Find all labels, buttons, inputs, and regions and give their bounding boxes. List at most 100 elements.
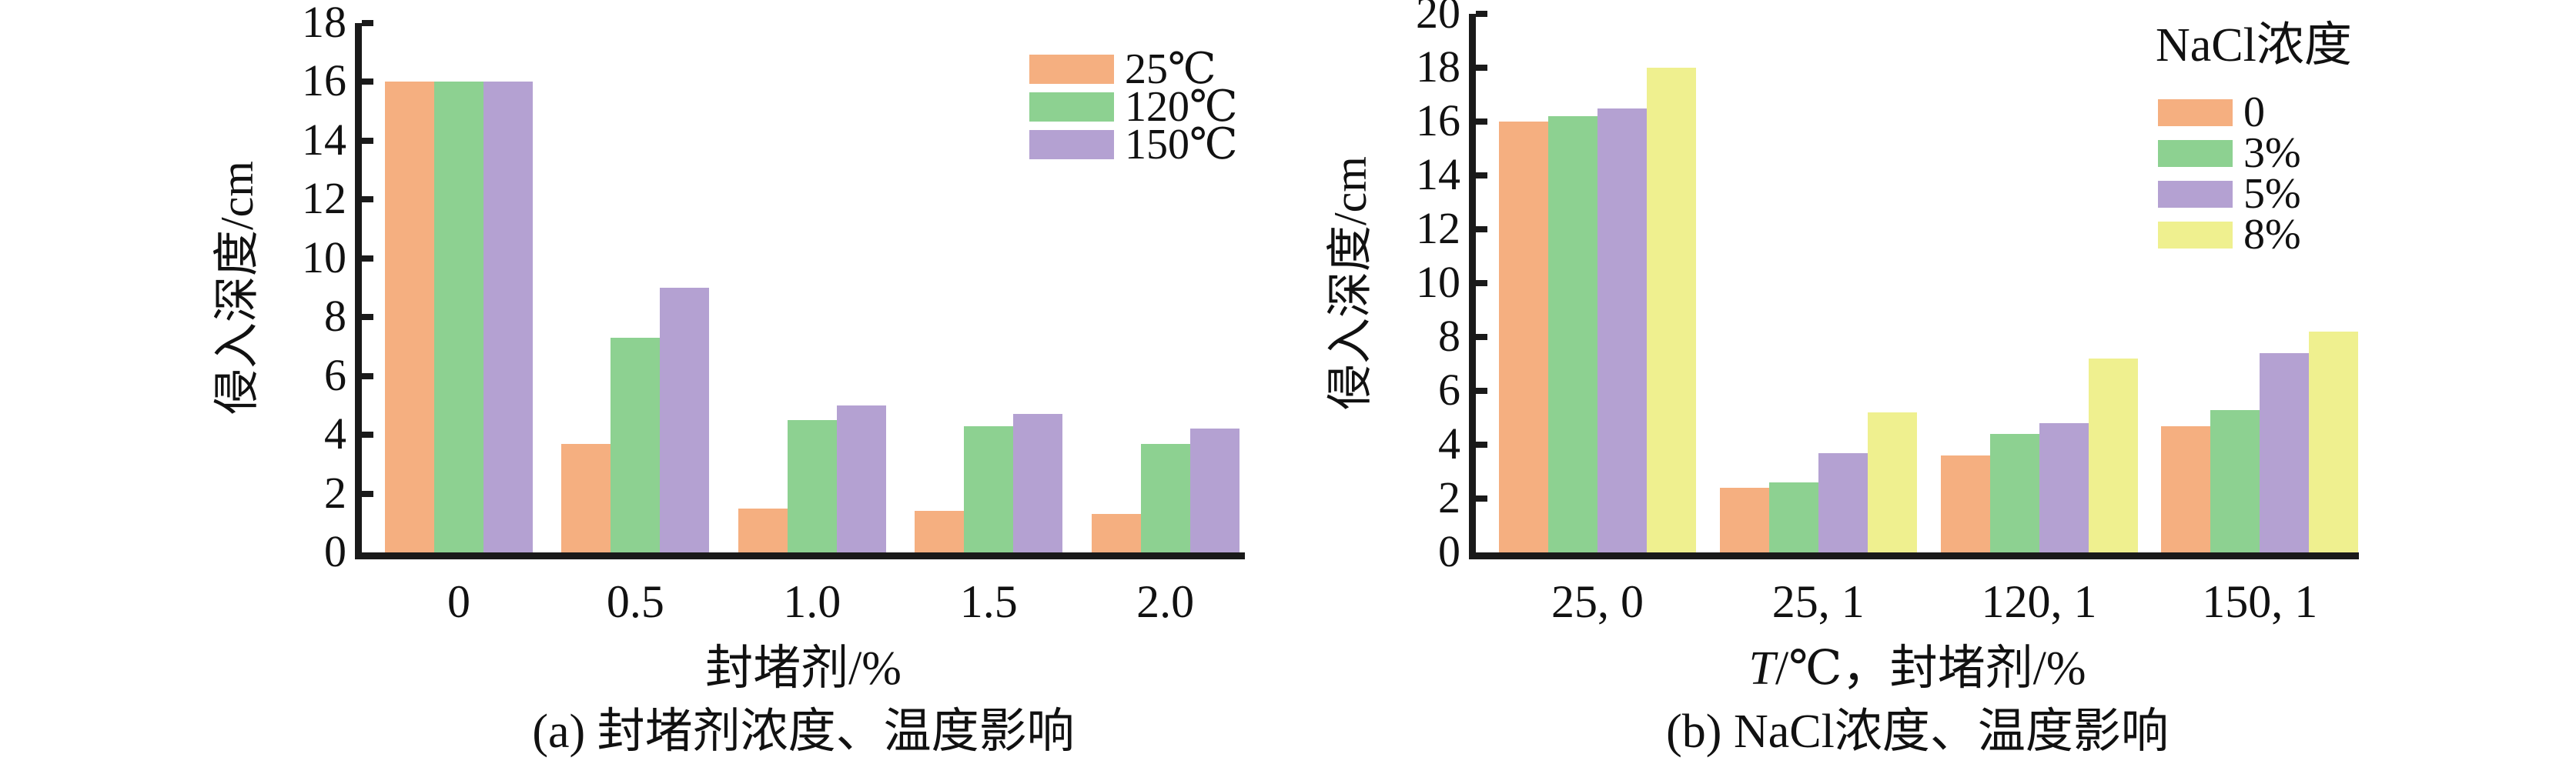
bar-s1-c0 [1548, 116, 1597, 552]
x-tick-label: 2.0 [1136, 576, 1195, 627]
x-tick-label: 25, 1 [1771, 576, 1865, 627]
bar-s0-c2 [738, 508, 788, 552]
y-tick-label: 12 [1416, 202, 1460, 253]
y-tick-label: 4 [324, 408, 346, 459]
bar-s1-c2 [787, 420, 837, 552]
y-tick [1476, 442, 1487, 448]
x-tick-label: 25, 0 [1551, 576, 1644, 627]
y-axis-line [1469, 14, 1476, 559]
y-axis-title: 侵入深度/cm [212, 161, 263, 415]
legend-item-label: 150℃ [1125, 121, 1238, 168]
bar-s1-c1 [1768, 482, 1818, 552]
y-axis-title: 侵入深度/cm [1325, 156, 1376, 410]
bar-s1-c0 [434, 82, 483, 552]
y-tick-label: 16 [1416, 95, 1460, 145]
y-tick [1476, 226, 1487, 232]
bar-s3-c3 [2309, 332, 2359, 552]
y-tick [362, 137, 373, 144]
x-tick-label: 1.5 [959, 576, 1018, 627]
x-axis-line [355, 552, 1245, 559]
y-axis-line [355, 23, 362, 559]
y-tick-label: 18 [302, 0, 346, 47]
y-tick [362, 432, 373, 439]
legend-item-label: 0 [2243, 88, 2265, 136]
chart-caption: (b) NaCl浓度、温度影响 [1666, 706, 2169, 758]
legend-item: 0 [2158, 91, 2265, 134]
legend-swatch [1029, 130, 1114, 159]
legend-swatch [2158, 180, 2233, 208]
y-tick [362, 255, 373, 262]
legend-item: 3% [2158, 132, 2301, 175]
legend-item: 8% [2158, 213, 2301, 256]
y-tick-label: 8 [1438, 310, 1460, 361]
y-tick-label: 0 [324, 525, 346, 576]
legend-swatch [2158, 98, 2233, 126]
legend-swatch [2158, 139, 2233, 167]
legend-swatch [2158, 221, 2233, 249]
x-axis-title: T/℃，封堵剂/% [1748, 642, 2086, 695]
bar-s0-c3 [2161, 425, 2211, 552]
y-tick-label: 14 [1416, 148, 1460, 199]
bar-s1-c4 [1140, 443, 1190, 552]
y-tick-label: 2 [1438, 472, 1460, 522]
bar-s1-c1 [611, 337, 661, 552]
y-tick-label: 4 [1438, 418, 1460, 469]
y-tick-label: 16 [302, 55, 346, 106]
y-tick [362, 372, 373, 379]
legend-title: NaCl浓度 [2156, 19, 2352, 72]
bar-s2-c0 [483, 82, 533, 552]
x-axis-line [1469, 552, 2359, 559]
legend-item-label: 3% [2243, 129, 2301, 177]
y-tick [1476, 334, 1487, 340]
y-tick-label: 8 [324, 291, 346, 342]
y-tick [1476, 280, 1487, 286]
y-tick-label: 6 [1438, 364, 1460, 415]
bar-s0-c4 [1091, 514, 1141, 552]
bar-s1-c3 [2210, 409, 2260, 552]
y-tick-label: 10 [1416, 256, 1460, 307]
chart-caption: (a) 封堵剂浓度、温度影响 [532, 706, 1075, 758]
bar-s2-c2 [836, 405, 886, 552]
y-tick-label: 20 [1416, 0, 1460, 38]
y-tick [1476, 495, 1487, 502]
bar-s2-c3 [1013, 414, 1063, 552]
bar-s0-c2 [1940, 455, 1990, 552]
y-tick-label: 18 [1416, 41, 1460, 92]
y-tick [1476, 65, 1487, 71]
legend-item: 150℃ [1029, 123, 1238, 166]
bar-s3-c1 [1867, 412, 1917, 552]
bar-s2-c1 [660, 288, 710, 552]
legend-swatch [1029, 92, 1114, 122]
bar-s0-c0 [1499, 122, 1548, 552]
y-tick [1476, 172, 1487, 178]
y-tick [362, 196, 373, 203]
x-axis-title: 封堵剂/% [705, 642, 902, 695]
legend-swatch [1029, 55, 1114, 84]
legend-item-label: 25℃ [1125, 45, 1216, 93]
x-tick-label: 1.0 [783, 576, 841, 627]
legend-item-label: 5% [2243, 170, 2301, 218]
bar-s3-c2 [2088, 359, 2138, 552]
bar-s3-c0 [1647, 68, 1696, 552]
legend-item-label: 120℃ [1125, 83, 1238, 131]
bar-s2-c0 [1597, 108, 1647, 552]
bar-s2-c1 [1818, 452, 1868, 552]
y-tick [1476, 11, 1487, 17]
legend-item-label: 8% [2243, 211, 2301, 259]
y-tick [1476, 118, 1487, 125]
bar-s2-c3 [2260, 353, 2310, 552]
bar-s0-c1 [1719, 488, 1769, 552]
bar-s2-c2 [2039, 423, 2089, 552]
y-tick-label: 14 [302, 114, 346, 165]
y-tick-label: 10 [302, 232, 346, 282]
bar-s0-c1 [561, 443, 611, 552]
bar-s1-c2 [1989, 434, 2039, 552]
y-tick-label: 0 [1438, 525, 1460, 576]
x-tick-label: 0 [447, 576, 470, 627]
bar-s0-c0 [385, 82, 434, 552]
y-tick-label: 2 [324, 467, 346, 518]
bar-s0-c3 [915, 511, 965, 552]
y-tick [362, 78, 373, 85]
bar-s1-c3 [964, 425, 1014, 552]
